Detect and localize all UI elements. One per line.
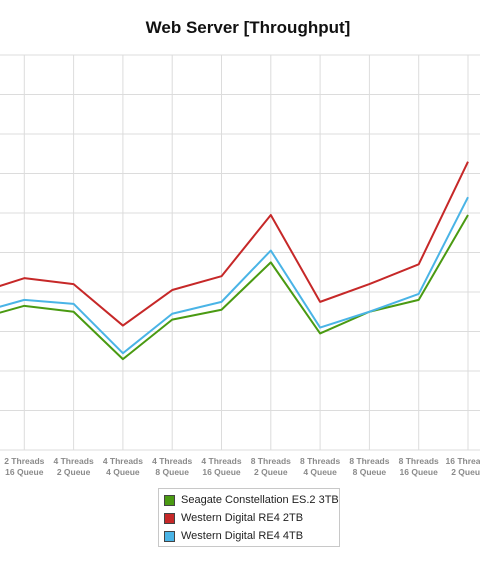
- legend-swatch-wd-re4-4tb: [164, 530, 175, 542]
- series-line-2: [0, 196, 469, 355]
- legend: Seagate Constellation ES.2 3TB Western D…: [158, 488, 340, 547]
- legend-item-wd-re4-2tb: Western Digital RE4 2TB: [164, 511, 303, 525]
- legend-swatch-seagate: [164, 494, 175, 506]
- legend-label-wd-re4-2tb: Western Digital RE4 2TB: [181, 512, 304, 524]
- grid: [0, 54, 480, 451]
- x-tick-label: 8 Threads 4 Queue: [300, 456, 340, 477]
- series-line-1: [0, 161, 469, 327]
- x-tick-label: 4 Threads 16 Queue: [201, 456, 241, 477]
- x-tick-label: 2 Threads 16 Queue: [4, 456, 44, 477]
- legend-label-wd-re4-4tb: Western Digital RE4 4TB: [181, 530, 304, 542]
- legend-item-wd-re4-4tb: Western Digital RE4 4TB: [164, 529, 303, 543]
- x-tick-label: 4 Threads 8 Queue: [152, 456, 192, 477]
- series-lines: [0, 161, 469, 361]
- x-tick-label: 8 Threads 16 Queue: [399, 456, 439, 477]
- chart-title: Web Server [Throughput]: [145, 18, 351, 37]
- x-tick-label: 4 Threads 4 Queue: [103, 456, 143, 477]
- series-line-0: [0, 214, 469, 361]
- x-tick-label: 8 Threads 2 Queue: [251, 456, 291, 477]
- x-tick-label: 4 Threads 2 Queue: [54, 456, 94, 477]
- legend-swatch-wd-re4-2tb: [164, 512, 175, 524]
- legend-item-seagate: Seagate Constellation ES.2 3TB: [164, 493, 339, 507]
- x-tick-label: 8 Threads 8 Queue: [349, 456, 389, 477]
- legend-label-seagate: Seagate Constellation ES.2 3TB: [181, 494, 339, 506]
